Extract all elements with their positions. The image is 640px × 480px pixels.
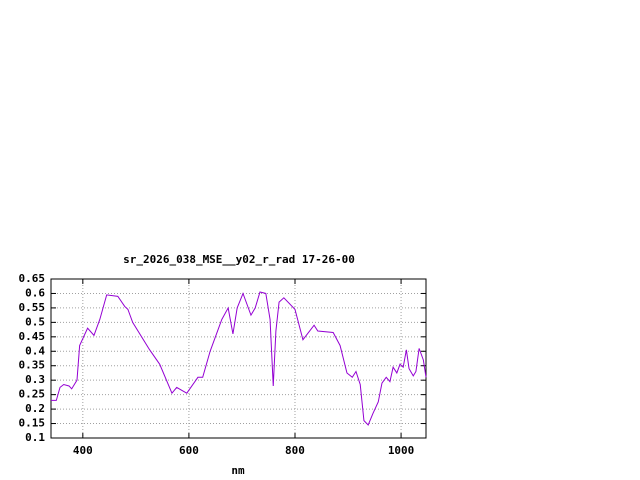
- y-tick-label: 0.6: [25, 286, 45, 299]
- y-tick-label: 0.35: [19, 359, 46, 372]
- x-tick-label: 600: [179, 444, 199, 457]
- x-axis-label: nm: [231, 464, 245, 477]
- chart-title: sr_2026_038_MSE__y02_r_rad 17-26-00: [123, 253, 355, 266]
- y-tick-label: 0.5: [25, 315, 45, 328]
- y-tick-label: 0.4: [25, 344, 45, 357]
- x-tick-label: 1000: [388, 444, 415, 457]
- y-tick-label: 0.65: [19, 272, 46, 285]
- x-tick-label: 800: [285, 444, 305, 457]
- plot-border: [50, 278, 427, 439]
- data-line: [51, 291, 427, 426]
- y-tick-label: 0.3: [25, 373, 45, 386]
- y-tick-label: 0.45: [19, 330, 46, 343]
- y-tick-label: 0.15: [19, 417, 46, 430]
- y-tick-label: 0.1: [25, 431, 45, 444]
- x-tick-label: 400: [73, 444, 93, 457]
- y-tick-label: 0.2: [25, 402, 45, 415]
- y-tick-label: 0.55: [19, 301, 46, 314]
- y-tick-label: 0.25: [19, 388, 46, 401]
